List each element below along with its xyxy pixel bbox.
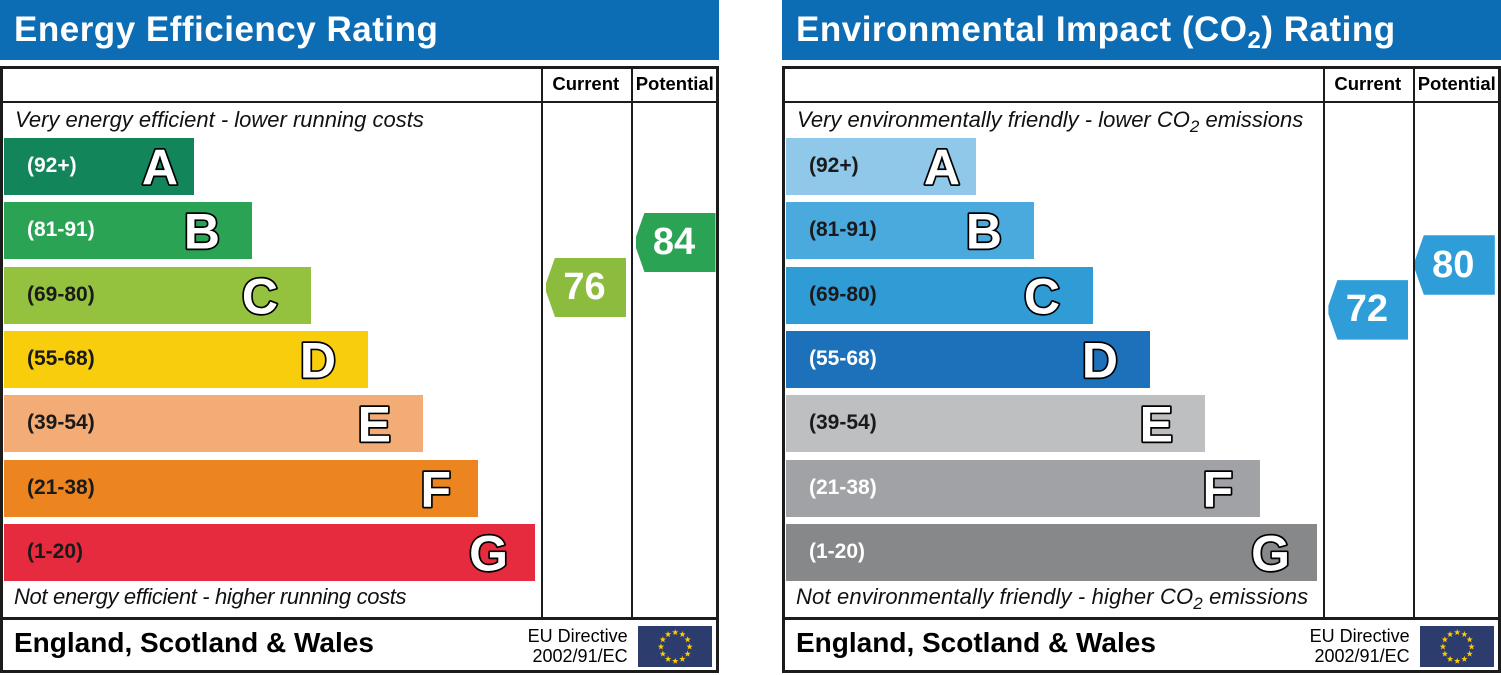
svg-text:B: B [966,204,1002,260]
svg-text:B: B [184,204,220,260]
svg-text:F: F [1202,461,1233,517]
svg-text:G: G [469,525,508,581]
svg-text:G: G [1251,525,1290,581]
svg-text:E: E [357,397,390,453]
svg-text:E: E [1139,397,1172,453]
svg-text:A: A [924,140,960,196]
svg-text:C: C [242,268,278,324]
svg-text:D: D [1082,332,1118,388]
svg-text:F: F [420,461,451,517]
svg-text:C: C [1024,268,1060,324]
svg-text:A: A [142,140,178,196]
svg-text:D: D [300,332,336,388]
